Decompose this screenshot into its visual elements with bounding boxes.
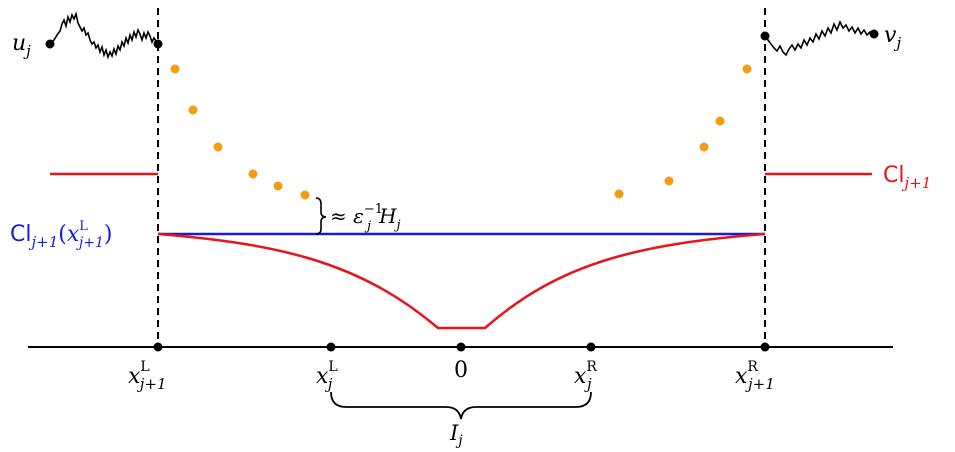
axis-point-xR-j: [586, 342, 596, 352]
axis-point-xL-j: [326, 342, 336, 352]
u-end-point: [153, 39, 163, 49]
v-label: vj: [884, 23, 901, 52]
tick-label-xL-j: xL j: [316, 359, 338, 393]
approx-brace: [315, 197, 327, 235]
orange-dot: [273, 181, 283, 191]
orange-dot: [300, 190, 310, 200]
axis-point-xR-jp1: [760, 342, 770, 352]
interval-brace: [330, 391, 592, 420]
tick-label-xR-j: xR j: [574, 359, 597, 393]
v-start-point: [760, 31, 770, 41]
approx-label: ≈ ε−1 j Hj: [330, 202, 401, 234]
axis-point-xL-jp1: [153, 342, 163, 352]
orange-dot: [664, 176, 674, 186]
u-brownian-path: [49, 11, 159, 60]
tick-label-xL-jp1: xL j+1: [128, 359, 166, 393]
cl-profile-curve: [157, 232, 766, 330]
tick-label-xR-jp1: xR j+1: [735, 359, 775, 393]
axis-point-zero: [456, 342, 466, 352]
interval-label: Ij: [449, 421, 463, 449]
cl-right-label: Clj+1: [883, 163, 931, 192]
orange-dot: [715, 116, 725, 126]
v-brownian-path: [764, 20, 875, 57]
orange-dot: [699, 142, 709, 152]
orange-dot: [170, 64, 180, 74]
orange-dot: [248, 169, 258, 179]
orange-dot: [742, 64, 752, 74]
v-end-point: [869, 29, 879, 39]
orange-dots: [170, 64, 752, 200]
orange-dot: [614, 189, 624, 199]
orange-dot: [213, 142, 223, 152]
u-label: uj: [12, 31, 31, 60]
u-start-point: [45, 39, 55, 49]
tick-label-zero: 0: [454, 358, 468, 383]
cl-left-label: Clj+1(xL j+1): [10, 219, 112, 251]
orange-dot: [188, 105, 198, 115]
